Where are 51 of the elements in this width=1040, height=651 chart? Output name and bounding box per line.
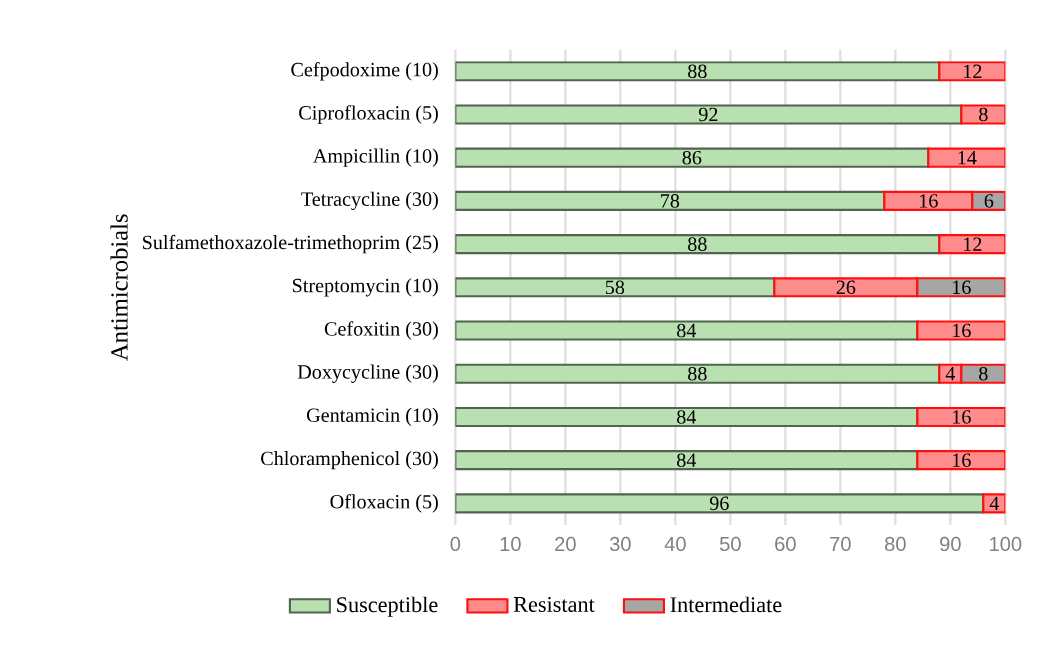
y-tick-label: Doxycycline (30)	[297, 364, 438, 383]
x-tick-label: 80	[885, 536, 906, 552]
data-label: 58	[605, 280, 625, 295]
x-tick-label: 50	[719, 536, 741, 552]
data-label: 4	[989, 496, 1000, 511]
data-label: 8	[979, 366, 988, 381]
data-label: 84	[677, 323, 697, 338]
data-label: 92	[698, 107, 718, 122]
y-tick-label: Ampicillin (10)	[313, 148, 438, 167]
x-tick-label: 0	[450, 536, 461, 552]
y-tick-label: Ciprofloxacin (5)	[299, 105, 438, 124]
data-label: 26	[836, 280, 856, 295]
x-tick-label: 100	[990, 536, 1022, 552]
data-label: 6	[984, 194, 994, 208]
data-label: 84	[677, 410, 697, 424]
y-tick-label: Gentamicin (10)	[306, 407, 438, 427]
x-tick-label: 60	[775, 536, 796, 552]
data-label: 84	[677, 453, 697, 467]
y-tick-label: Sulfamethoxazole-trimethoprim (25)	[143, 234, 438, 254]
y-tick-label: Chloramphenicol (30)	[261, 451, 438, 470]
data-label: 78	[661, 194, 680, 208]
data-label: 12	[964, 64, 982, 78]
data-label: 88	[688, 64, 707, 79]
legend-label: Resistant	[513, 596, 595, 612]
data-label: 88	[688, 366, 707, 381]
x-tick-label: 20	[555, 536, 576, 552]
data-label: 12	[964, 237, 982, 251]
y-tick-label: Ofloxacin (5)	[330, 494, 438, 513]
data-label: 14	[958, 151, 977, 165]
data-label: 16	[920, 194, 938, 208]
y-axis-title: Antimicrobials	[110, 214, 128, 361]
x-tick-label: 70	[830, 536, 851, 552]
data-label: 96	[709, 496, 729, 511]
x-tick-label: 40	[664, 536, 686, 552]
data-label: 16	[953, 453, 971, 467]
x-tick-label: 90	[940, 536, 961, 552]
data-label: 16	[953, 280, 971, 295]
x-tick-label: 10	[500, 536, 521, 552]
x-tick-label: 30	[609, 536, 631, 552]
legend-label: Susceptible	[337, 596, 438, 617]
data-label: 88	[688, 237, 707, 251]
data-label: 16	[953, 410, 971, 424]
data-label: 4	[945, 367, 956, 381]
data-label: 86	[682, 150, 702, 165]
y-tick-label: Cefpodoxime (10)	[291, 62, 438, 81]
legend-label: Intermediate	[670, 596, 782, 613]
y-tick-label: Cefoxitin (30)	[324, 321, 438, 340]
data-label: 16	[953, 323, 971, 338]
y-tick-label: Tetracycline (30)	[301, 191, 438, 211]
data-label: 8	[979, 107, 988, 122]
y-tick-label: Streptomycin (10)	[292, 278, 438, 297]
